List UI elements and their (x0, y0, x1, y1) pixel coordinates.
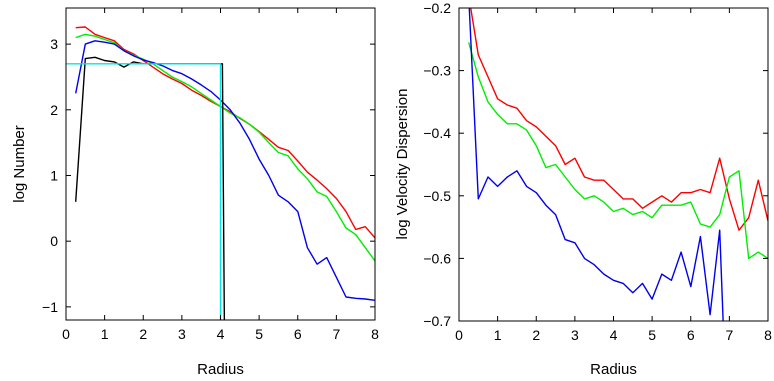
left-x-tick-label: 0 (62, 326, 70, 342)
right-x-tick-label: 1 (494, 327, 502, 343)
left-series-line-5 (66, 63, 222, 320)
left-x-axis-label: Radius (197, 361, 244, 378)
left-x-tick-label: 4 (217, 326, 225, 342)
right-y-tick-label: −0.6 (423, 250, 451, 266)
left-series-line-2 (75, 33, 375, 262)
right-series-line-3 (468, 8, 724, 321)
left-y-tick-label: −1 (42, 299, 58, 315)
left-series-line-4 (75, 56, 226, 320)
left-x-tick-label: 6 (294, 326, 302, 342)
right-x-tick-label: 5 (648, 327, 656, 343)
right-y-tick-label: −0.4 (423, 125, 451, 141)
left-series-line-3 (75, 40, 375, 301)
left-x-tick-label: 8 (371, 326, 379, 342)
left-x-tick-label: 1 (101, 326, 109, 342)
right-y-tick-label: −0.7 (423, 313, 451, 329)
left-x-tick-label: 2 (139, 326, 147, 342)
right-y-axis-label: log Velocity Dispersion (394, 89, 411, 240)
left-x-tick-label: 7 (332, 326, 340, 342)
right-x-tick-label: 7 (725, 327, 733, 343)
right-x-axis-label: Radius (590, 361, 637, 378)
left-series-line-1 (75, 26, 375, 239)
right-x-tick-label: 0 (455, 327, 463, 343)
left-x-tick-label: 5 (255, 326, 263, 342)
right-x-tick-label: 2 (532, 327, 540, 343)
left-y-tick-label: 0 (50, 233, 58, 249)
right-series-line-2 (468, 42, 768, 260)
right-x-tick-label: 8 (764, 327, 772, 343)
right-x-tick-label: 4 (610, 327, 618, 343)
right-x-tick-label: 3 (571, 327, 579, 343)
right-chart-panel: 0 1 2 3 4 5 6 7 8 −0.7 −0.6 −0.5 −0.4 −0.3 −0.2 Radius… (394, 0, 772, 378)
right-y-tick-label: −0.5 (423, 188, 451, 204)
left-y-tick-label: 3 (50, 36, 58, 52)
left-x-tick-label: 3 (178, 326, 186, 342)
left-y-tick-label: 1 (50, 167, 58, 183)
right-series-line-1 (470, 8, 768, 231)
left-y-tick-label: 2 (50, 102, 58, 118)
right-x-tick-label: 6 (687, 327, 695, 343)
right-y-tick-label: −0.2 (423, 0, 451, 16)
left-y-axis-label: log Number (11, 125, 28, 203)
right-y-tick-label: −0.3 (423, 63, 451, 79)
